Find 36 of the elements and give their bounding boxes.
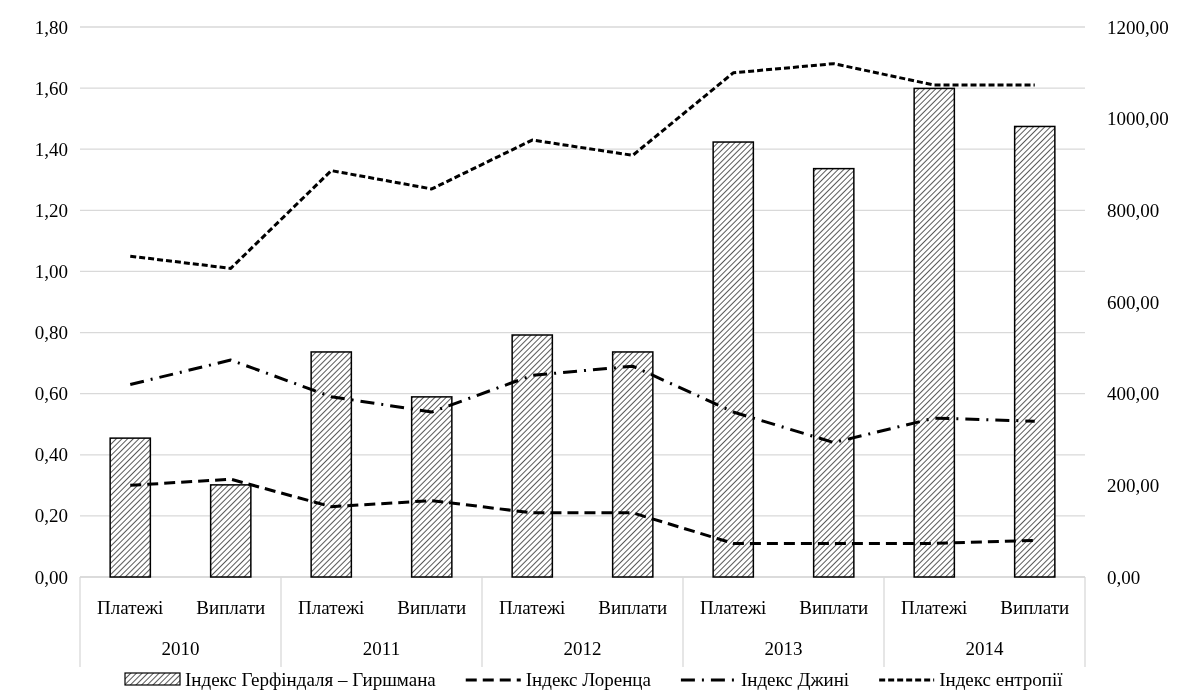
legend-label: Індекс Герфіндаля – Гиршмана <box>185 669 437 690</box>
y2-tick-label: 600,00 <box>1107 291 1160 313</box>
y-tick-label: 1,20 <box>34 199 68 221</box>
y-tick-label: 1,00 <box>34 261 68 283</box>
x-tick-label: Виплати <box>598 597 668 618</box>
text: 2014 <box>965 638 1004 659</box>
x-tick-label: Платежі <box>700 597 767 618</box>
y-tick-label: 0,60 <box>34 383 68 405</box>
y2-tick-label: 800,00 <box>1107 199 1160 221</box>
legend-label: Індекс ентропії <box>939 669 1064 690</box>
x-tick-label: Платежі <box>901 597 968 618</box>
x-tick-label: Платежі <box>298 597 365 618</box>
y2-tick-label: 400,00 <box>1107 383 1160 405</box>
legend-label: Індекс Лоренца <box>525 669 652 690</box>
y-tick-label: 1,80 <box>34 16 68 38</box>
y-tick-label: 0,40 <box>34 444 68 466</box>
x-tick-label: Виплати <box>1000 597 1070 618</box>
legend-label: Індекс Джині <box>740 669 850 690</box>
y-tick-label: 0,20 <box>34 505 68 527</box>
y2-tick-label: 1000,00 <box>1107 108 1169 130</box>
x-tick-label: Платежі <box>97 597 164 618</box>
x-tick-label: Платежі <box>499 597 566 618</box>
text: 2012 <box>563 638 602 659</box>
y2-tick-label: 200,00 <box>1107 474 1160 496</box>
y-tick-label: 1,40 <box>34 138 68 160</box>
y2-tick-label: 0,00 <box>1107 566 1141 588</box>
text: 2013 <box>764 638 803 659</box>
text: 2011 <box>362 638 401 659</box>
x-tick-label: Виплати <box>799 597 869 618</box>
y-tick-label: 0,00 <box>34 566 68 588</box>
x-tick-label: Виплати <box>196 597 266 618</box>
text: 2010 <box>161 638 200 659</box>
y-tick-label: 0,80 <box>34 322 68 344</box>
x-tick-label: Виплати <box>397 597 467 618</box>
y2-tick-label: 1200,00 <box>1107 16 1169 38</box>
y-tick-label: 1,60 <box>34 77 68 99</box>
